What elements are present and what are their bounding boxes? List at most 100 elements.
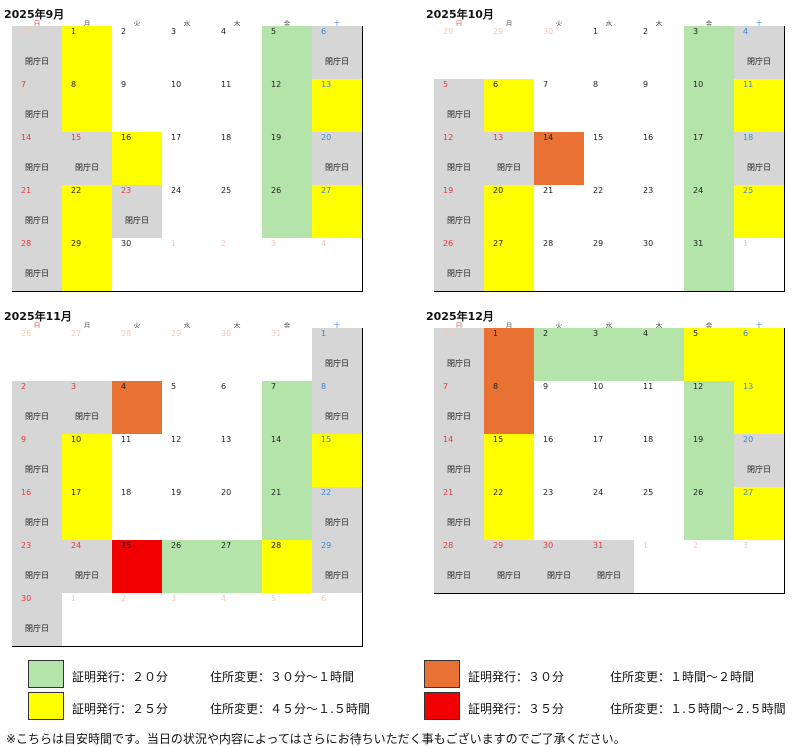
day-cell: 5	[262, 26, 313, 80]
day-number: 6	[321, 27, 327, 36]
day-number: 8	[493, 382, 499, 391]
calendar-grid: 30 閉庁日 1 2 3 4 5 6 7 閉庁日 8 9 10 11 12 13 14 閉庁日 15 16 17 18 19…	[434, 328, 785, 594]
day-cell: 14 閉庁日	[12, 132, 63, 186]
day-number: 3	[743, 541, 749, 550]
day-number: 31	[21, 27, 32, 36]
legend-certificate-time: 証明発行：３５分	[468, 702, 565, 716]
day-cell: 10	[162, 79, 213, 133]
weekday-label: 木	[655, 20, 663, 28]
legend-item: 証明発行：３５分 住所変更：１.５時間～２.５時間	[424, 692, 794, 722]
day-cell: 3	[162, 593, 213, 647]
weekday-label: 土	[333, 322, 341, 330]
day-cell: 28 閉庁日	[434, 540, 485, 594]
legend-certificate-time: 証明発行：２０分	[72, 670, 169, 684]
day-number: 1	[321, 329, 327, 338]
day-number: 5	[443, 80, 449, 89]
day-number: 30	[443, 329, 454, 338]
weekday-label: 日	[455, 322, 463, 330]
day-cell: 22	[584, 185, 635, 239]
day-number: 14	[271, 435, 282, 444]
month-title: 2025年10月	[426, 8, 494, 21]
day-number: 25	[221, 186, 232, 195]
day-number: 26	[171, 541, 182, 550]
day-cell: 30 閉庁日	[12, 593, 63, 647]
day-number: 4	[221, 27, 227, 36]
day-cell: 15	[484, 434, 535, 488]
day-number: 25	[743, 186, 754, 195]
closed-day-label: 閉庁日	[447, 412, 471, 421]
day-number: 9	[121, 80, 127, 89]
calendar-grid: 28 29 30 1 2 3 4 閉庁日 5 閉庁日 6 7 8 9 10 11 12 閉庁日 13 閉庁日 14 15 1…	[434, 26, 785, 292]
weekday-label: 土	[755, 322, 763, 330]
day-number: 24	[171, 186, 182, 195]
day-number: 2	[543, 329, 549, 338]
day-cell: 11	[734, 79, 785, 133]
day-cell: 11	[112, 434, 163, 488]
day-cell: 12	[162, 434, 213, 488]
day-number: 22	[321, 488, 332, 497]
day-cell: 17	[684, 132, 735, 186]
closed-day-label: 閉庁日	[25, 57, 49, 66]
day-cell: 10	[62, 434, 113, 488]
day-number: 30	[221, 329, 232, 338]
day-number: 15	[593, 133, 604, 142]
day-number: 2	[221, 239, 227, 248]
day-cell: 6	[312, 593, 363, 647]
weekday-label: 日	[33, 322, 41, 330]
weekday-label: 木	[233, 322, 241, 330]
weekday-label: 土	[755, 20, 763, 28]
day-number: 19	[271, 133, 282, 142]
weekday-label: 月	[505, 20, 513, 28]
day-cell: 3 閉庁日	[62, 381, 113, 435]
day-number: 14	[543, 133, 554, 142]
day-number: 24	[71, 541, 82, 550]
weekday-label: 金	[283, 20, 291, 28]
day-cell: 4	[212, 593, 263, 647]
day-cell: 9	[534, 381, 585, 435]
weekday-label: 火	[133, 20, 141, 28]
closed-day-label: 閉庁日	[25, 571, 49, 580]
day-number: 12	[271, 80, 282, 89]
day-number: 3	[693, 27, 699, 36]
day-cell: 27	[212, 540, 263, 594]
day-cell: 25	[734, 185, 785, 239]
day-number: 18	[743, 133, 754, 142]
day-cell: 27	[62, 328, 113, 382]
day-number: 26	[21, 329, 32, 338]
closed-day-label: 閉庁日	[747, 465, 771, 474]
day-cell: 1	[484, 328, 535, 382]
day-cell: 8	[62, 79, 113, 133]
day-number: 3	[271, 239, 277, 248]
day-cell: 9 閉庁日	[12, 434, 63, 488]
weekday-label: 金	[705, 322, 713, 330]
weekday-label: 火	[555, 322, 563, 330]
weekday-label: 水	[605, 20, 613, 28]
day-number: 20	[221, 488, 232, 497]
day-number: 1	[171, 239, 177, 248]
day-cell: 23 閉庁日	[12, 540, 63, 594]
day-number: 9	[543, 382, 549, 391]
day-cell: 27	[312, 185, 363, 239]
day-cell: 26	[12, 328, 63, 382]
day-cell: 13	[734, 381, 785, 435]
day-cell: 6	[212, 381, 263, 435]
day-cell: 4	[312, 238, 363, 292]
day-number: 16	[643, 133, 654, 142]
day-cell: 3	[162, 26, 213, 80]
day-cell: 30	[634, 238, 685, 292]
day-cell: 25	[634, 487, 685, 541]
day-number: 26	[271, 186, 282, 195]
day-cell: 22	[484, 487, 535, 541]
day-cell: 23	[634, 185, 685, 239]
day-number: 15	[493, 435, 504, 444]
day-cell: 6	[484, 79, 535, 133]
day-number: 20	[321, 133, 332, 142]
closed-day-label: 閉庁日	[25, 624, 49, 633]
day-cell: 3	[734, 540, 785, 594]
day-number: 10	[171, 80, 182, 89]
day-number: 2	[643, 27, 649, 36]
closed-day-label: 閉庁日	[447, 110, 471, 119]
day-number: 22	[493, 488, 504, 497]
day-cell: 18	[112, 487, 163, 541]
day-number: 30	[543, 27, 554, 36]
